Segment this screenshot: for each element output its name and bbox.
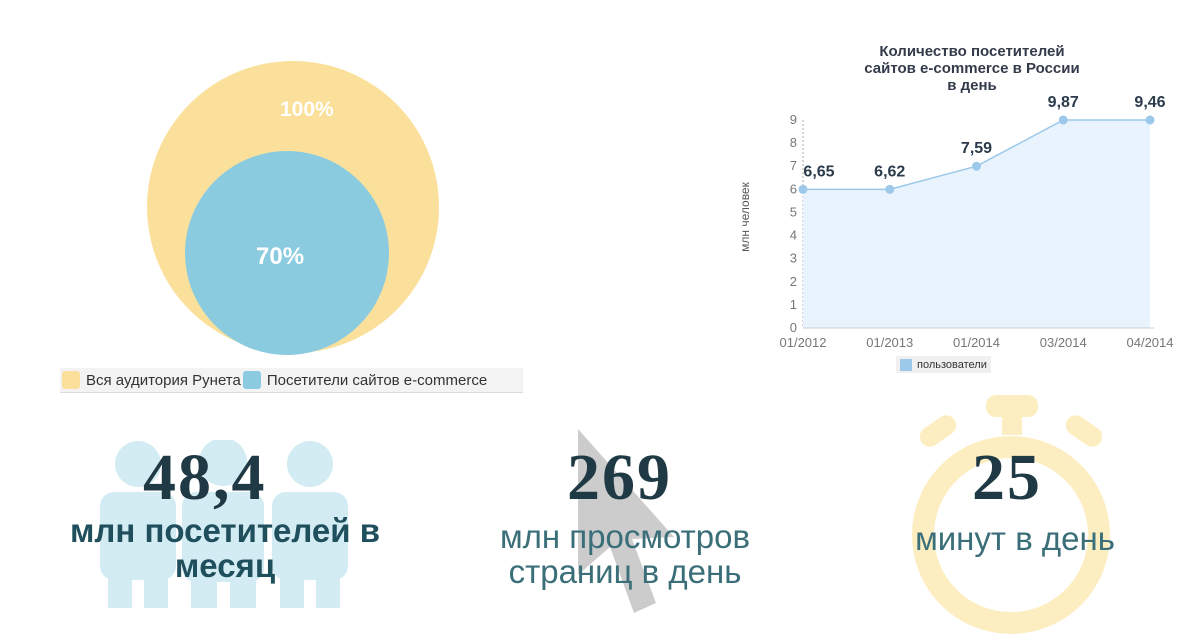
y-tick-label: 0 (790, 320, 797, 335)
x-tick-label: 03/2014 (1040, 335, 1087, 350)
data-label: 7,59 (961, 140, 992, 157)
data-label: 9,46 (1134, 94, 1165, 111)
legend-label-ecommerce: Посетители сайтов e-commerce (266, 371, 488, 389)
y-tick-label: 2 (790, 274, 797, 289)
data-point (798, 184, 808, 194)
data-label: 9,87 (1048, 94, 1079, 111)
y-tick-label: 5 (790, 204, 797, 219)
y-tick-label: 3 (790, 251, 797, 266)
data-point (1058, 115, 1068, 125)
visitors-number: 48,4 (143, 441, 267, 514)
data-point (885, 184, 895, 194)
y-tick-label: 4 (790, 228, 797, 243)
data-point (1145, 115, 1155, 125)
venn-label-ecommerce: 70% (256, 243, 305, 270)
legend-label-all: Вся аудитория Рунета (86, 371, 241, 389)
venn-diagram (147, 61, 439, 355)
views-caption: млн просмотров страниц в день (465, 518, 785, 590)
chart-title-line-1: Количество посетителей (879, 43, 1065, 60)
y-tick-label: 9 (790, 112, 797, 127)
legend-item-all[interactable]: Вся аудитория Рунета (60, 371, 241, 389)
stopwatch-icon (912, 395, 1110, 634)
minutes-number: 25 (972, 441, 1042, 514)
minutes-caption: минут в день (915, 520, 1115, 557)
data-label: 6,65 (803, 163, 834, 180)
chart-title-line-3: в день (947, 77, 997, 94)
venn-legend: Вся аудитория Рунета Посетители сайтов e… (60, 368, 523, 393)
venn-label-all: 100% (280, 98, 334, 121)
legend-swatch-all (62, 371, 80, 389)
series-area (803, 120, 1150, 328)
y-tick-label: 7 (790, 158, 797, 173)
visitors-caption: млн посетителей в месяц (70, 512, 380, 584)
x-tick-label: 04/2014 (1127, 335, 1174, 350)
cursor-icon (578, 429, 674, 613)
y-tick-label: 1 (790, 297, 797, 312)
chart-legend-label: пользователи (917, 358, 987, 371)
x-tick-label: 01/2014 (953, 335, 1000, 350)
chart-title: Количество посетителей сайтов e-commerce… (822, 43, 1122, 94)
views-number: 269 (567, 441, 672, 514)
views-caption-line-1: млн просмотров (499, 518, 751, 555)
y-tick-label: 8 (790, 135, 797, 150)
x-tick-label: 01/2012 (780, 335, 827, 350)
data-point (972, 161, 981, 171)
chart-title-line-2: сайтов e-commerce в России (864, 60, 1080, 77)
x-tick-label: 01/2013 (866, 335, 913, 350)
views-caption-line-2: страниц в день (508, 552, 742, 590)
chart-legend-swatch (900, 358, 912, 371)
y-tick-label: 6 (790, 181, 797, 196)
venn-circle-ecommerce (185, 151, 389, 355)
people-icon (100, 440, 348, 608)
chart-legend[interactable]: пользователи (896, 356, 991, 373)
legend-item-ecommerce[interactable]: Посетители сайтов e-commerce (241, 371, 487, 389)
legend-swatch-ecommerce (242, 371, 261, 389)
data-label: 6,62 (874, 163, 905, 180)
line-chart: 0 1 2 3 4 5 6 7 8 9 6,65 6,62 7,59 9,87 9,46 01/2012 01/… (780, 94, 1174, 350)
